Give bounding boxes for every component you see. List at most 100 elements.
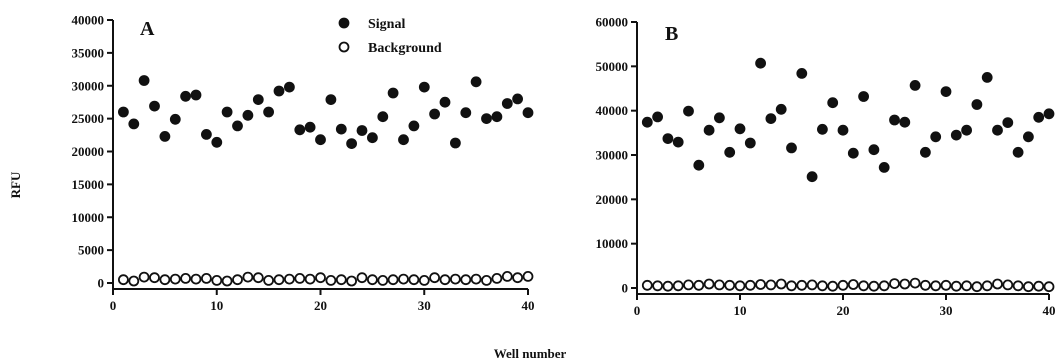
panel-a-signal-point (356, 125, 368, 136)
panel-b-signal-point (920, 146, 931, 158)
panel-b-background-point (920, 279, 931, 291)
panel-b-background-point (930, 280, 942, 292)
x-axis-title: Well number (494, 346, 567, 361)
panel-b-letter: B (665, 23, 678, 45)
panel-b-background-point (847, 279, 859, 290)
panel-a-signal-point (522, 107, 534, 119)
legend: Signal Background (338, 17, 442, 56)
panel-a-background-point (335, 274, 347, 286)
panel-b-y-tick-label: 10000 (596, 236, 629, 251)
panel-b-background-point (693, 279, 705, 291)
panel-a-background-point (325, 274, 337, 286)
panel-a-signal-point (501, 98, 513, 109)
panel-b-signal-point (817, 123, 828, 135)
panel-a-background-point (408, 274, 420, 286)
panel-b-signal-point (724, 146, 736, 158)
panel-a-signal-point (221, 106, 233, 118)
panel-b-signal-point (755, 57, 766, 69)
panel-a-signal-point (169, 113, 181, 125)
panel-a-signal-point (180, 90, 192, 102)
panel-b-background-point (672, 280, 684, 292)
panel-b-signal-point (847, 147, 859, 159)
panel-a-signal-point (128, 118, 140, 130)
panel-a-signal-point (481, 113, 492, 124)
panel-a-signal-point (159, 130, 171, 142)
y-axis-title: RFU (8, 171, 23, 198)
panel-b-signal-point (1002, 117, 1014, 128)
panel-b-background-point (837, 279, 849, 291)
panel-a-signal-point (200, 128, 212, 140)
panel-b-background-point (899, 278, 911, 290)
panel-a-y-tick-label: 40000 (72, 13, 105, 28)
chart-panel-b: 0 10000 20000 30000 40000 50000 60000 0 10 20 30 40… (596, 15, 1056, 319)
panel-a-x-tick-label: 40 (522, 298, 535, 313)
legend-marker-signal (338, 17, 350, 29)
panel-a-background-point (273, 274, 285, 286)
panel-a-background-point (501, 270, 513, 282)
panel-b-signal-point (641, 116, 653, 128)
panel-b-signal-point (837, 124, 849, 136)
panel-a-background-point (263, 274, 275, 286)
panel-b-background-point (961, 280, 972, 292)
panel-b-signal-point (1043, 108, 1055, 120)
panel-a-signal-point (149, 100, 160, 112)
panel-b-signal-point (744, 137, 756, 149)
panel-b-signal-point (765, 113, 777, 124)
panel-b-signal-point (796, 68, 808, 79)
panel-b-background-point (662, 280, 674, 292)
panel-b-background-point (734, 280, 746, 292)
panel-a-background-point (366, 274, 378, 286)
legend-marker-background (338, 41, 350, 53)
panel-b-background-point (909, 277, 921, 289)
panel-a-background-point (138, 271, 150, 283)
panel-a-x-tick-label: 30 (418, 298, 431, 313)
panel-a-background-point (211, 274, 223, 286)
panel-a-signal-point (335, 123, 347, 135)
panel-b-background-point (1002, 279, 1014, 291)
panel-b-background-point (1043, 281, 1055, 293)
panel-a-x-tick-label: 0 (110, 298, 117, 313)
panel-b-background-point (1023, 281, 1034, 293)
panel-b-signal-point (899, 116, 911, 128)
panel-b-y-tick-label: 20000 (596, 192, 629, 207)
panel-a-background-point (356, 272, 368, 284)
panel-b-x-tick-label: 0 (634, 303, 641, 318)
panel-a-y-tick-label: 30000 (72, 78, 105, 93)
panel-b-background-point (878, 280, 890, 292)
panel-a-background-point (522, 270, 534, 282)
panel-a-y-tick-label: 15000 (72, 177, 105, 192)
panel-b-background-point (755, 279, 766, 290)
panel-b-signal-point (662, 133, 674, 145)
panel-a-background-point (294, 272, 306, 284)
panel-a-signal-point (398, 134, 409, 146)
panel-b-background-point (703, 278, 715, 290)
panel-b-background-point (1033, 280, 1045, 292)
panel-a-signal-point (408, 120, 420, 132)
panel-a-background-point (304, 273, 316, 285)
panel-a-background-point (470, 273, 482, 285)
panel-b-signal-point (1023, 131, 1034, 143)
panel-a-signal-point (491, 111, 503, 123)
panel-a-background-point (315, 272, 326, 284)
panel-a-signal-point (118, 106, 129, 118)
panel-b-y-tick-label: 60000 (596, 15, 629, 30)
panel-a-background-point (449, 273, 461, 285)
panel-b-background-point (1012, 280, 1024, 292)
legend-label-background: Background (368, 41, 442, 56)
panel-a-background-point (242, 271, 254, 283)
panel-b-signal-point (971, 99, 983, 110)
panel-a-background-point (200, 272, 212, 284)
panel-a-y-tick-label: 25000 (72, 111, 105, 126)
panel-a-x-tick-label: 20 (314, 298, 327, 313)
panel-a-signal-point (366, 132, 378, 144)
panel-b-y-tick-label: 30000 (596, 148, 629, 163)
panel-b-background-point (827, 280, 839, 292)
panel-b-background-point (889, 278, 900, 290)
panel-b-background-point (641, 279, 653, 291)
panel-b-background-point (817, 280, 828, 292)
legend-label-signal: Signal (368, 17, 405, 32)
panel-a-signal-point (294, 124, 306, 136)
panel-b-background-point (775, 278, 787, 290)
panel-a-signal-point (242, 109, 254, 121)
